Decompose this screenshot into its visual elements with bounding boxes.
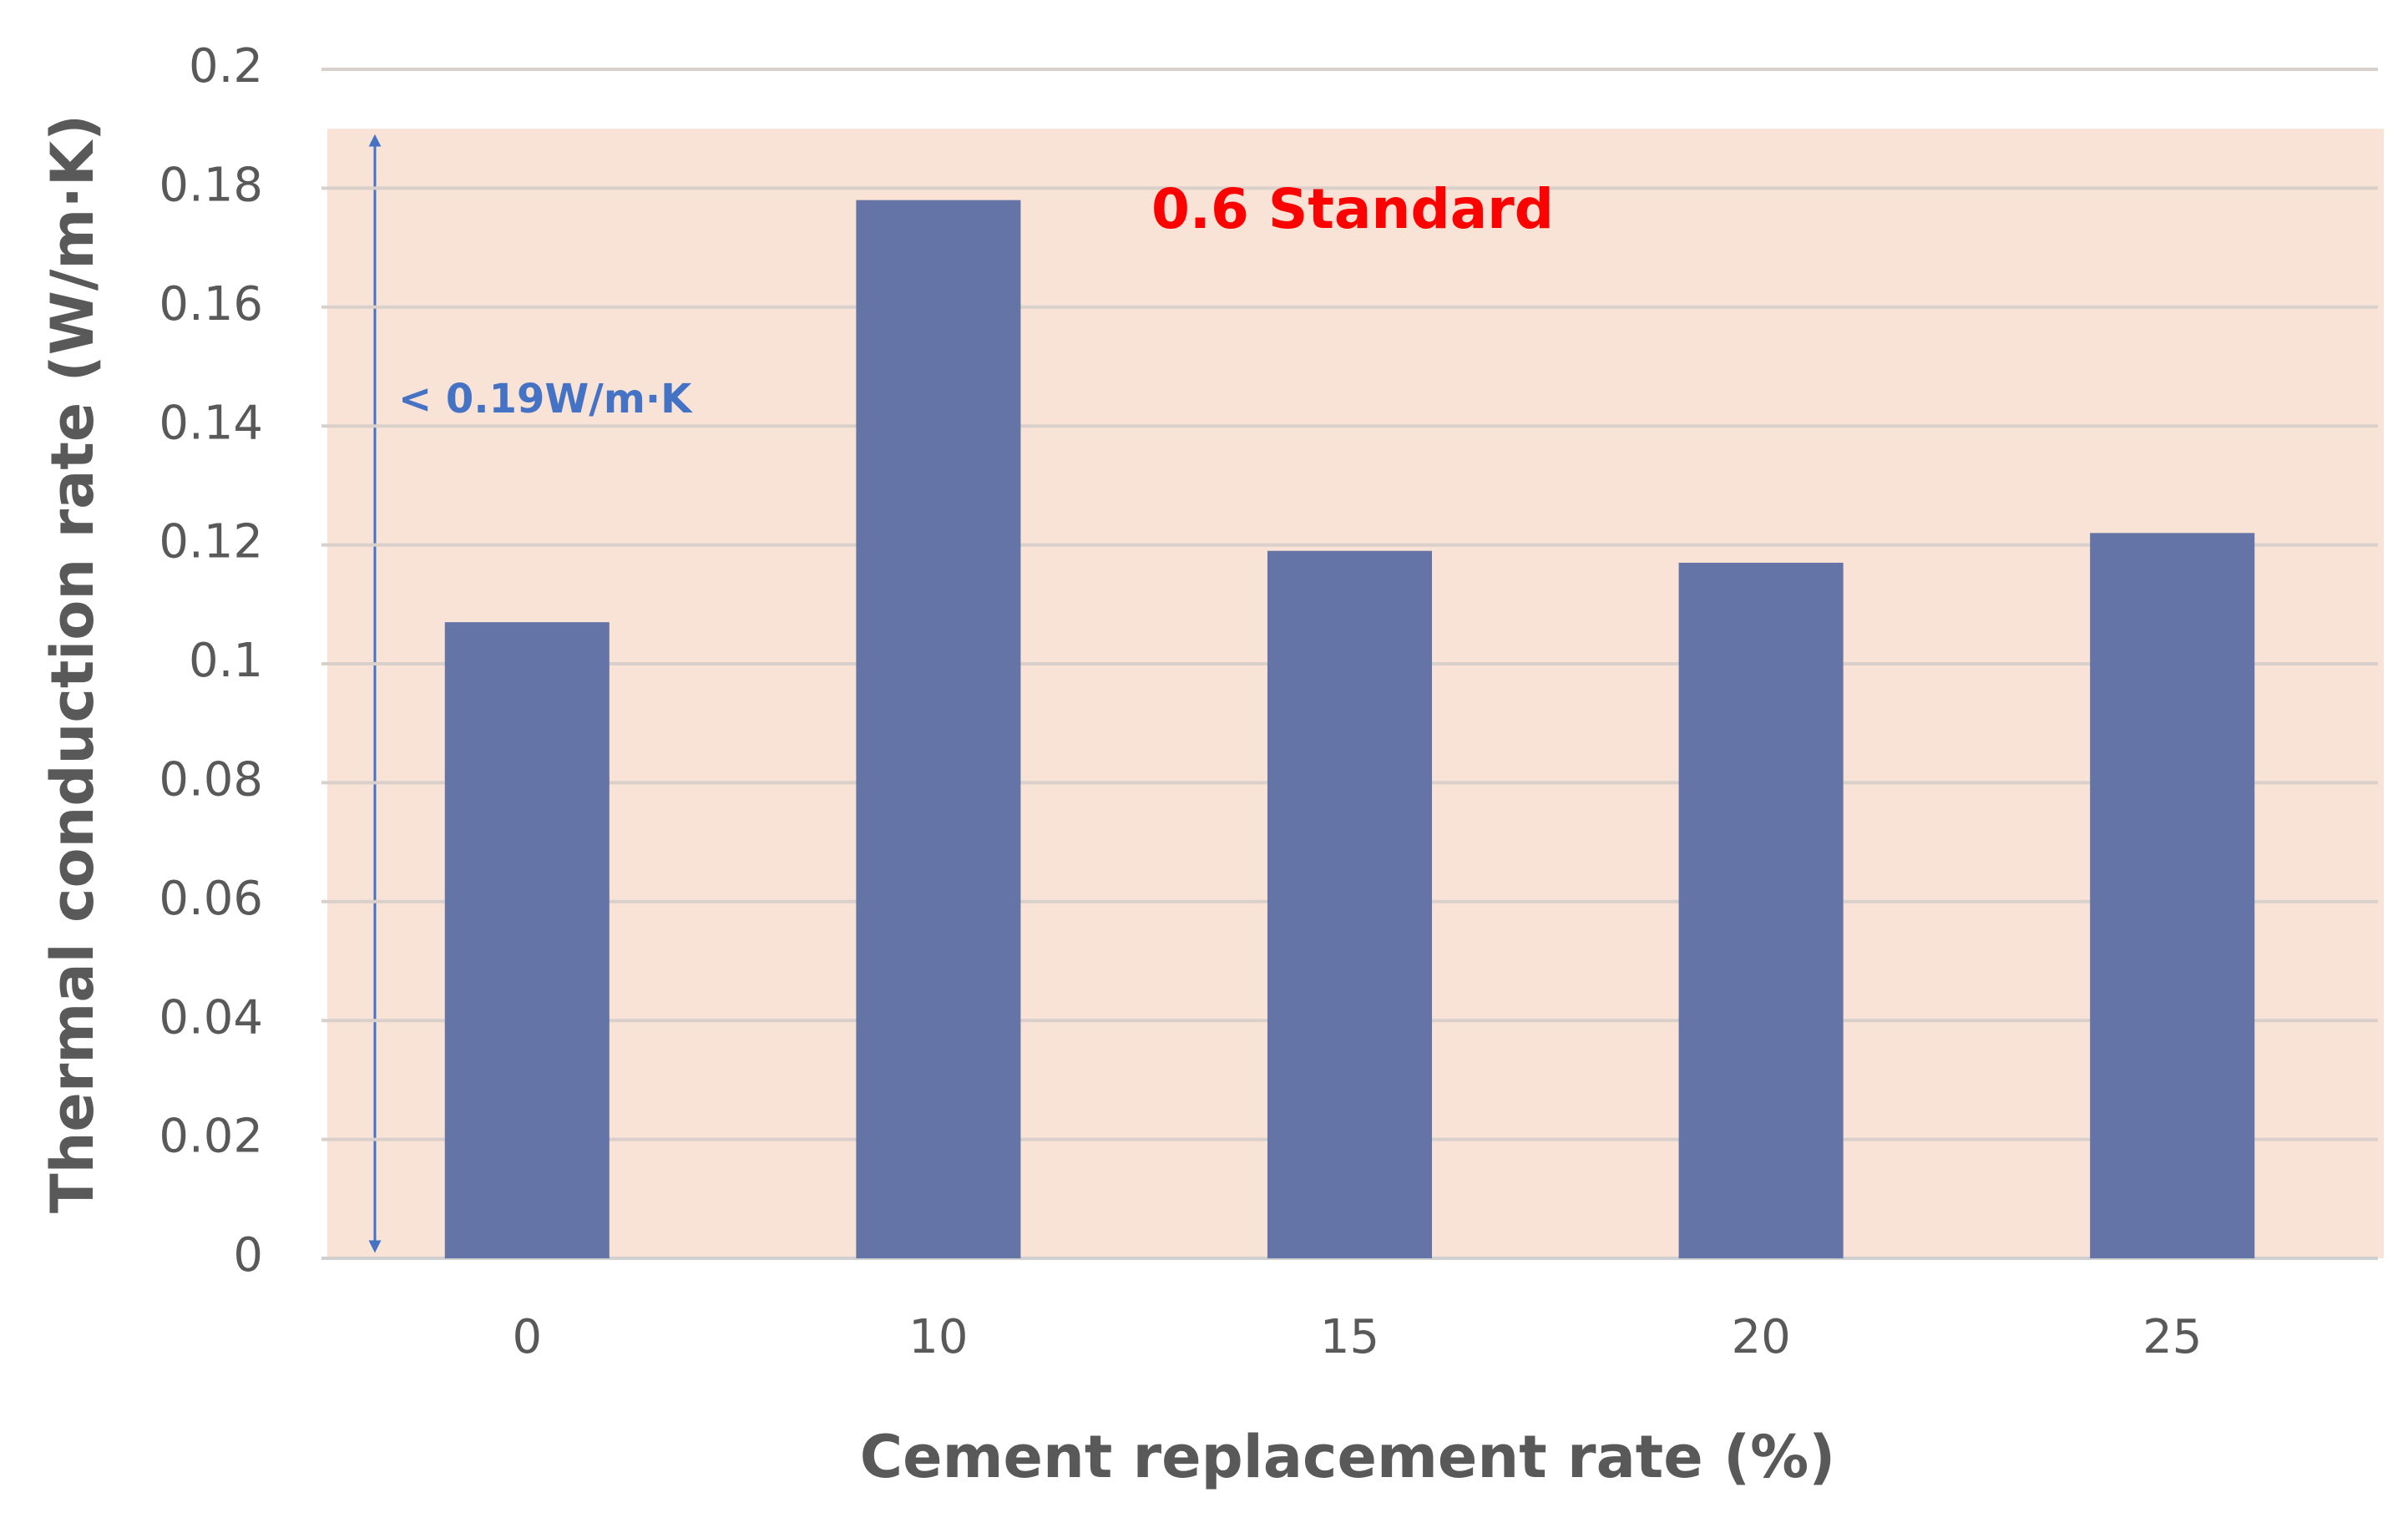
y-axis-title: Thermal conduction rate (W/m·K) (38, 114, 107, 1213)
y-tick-label: 0.18 (159, 159, 263, 213)
x-tick-label: 0 (512, 1310, 542, 1364)
x-tick-label: 10 (908, 1310, 968, 1364)
x-tick-label: 15 (1320, 1310, 1379, 1364)
annotation: 0.6 Standard (1151, 177, 1554, 241)
annotation: < 0.19W/m·K (398, 376, 693, 422)
y-tick-label: 0.16 (159, 277, 263, 331)
y-tick-label: 0.14 (159, 396, 263, 450)
bar (444, 622, 610, 1258)
x-tick-label: 25 (2142, 1310, 2202, 1364)
y-tick-label: 0 (233, 1228, 263, 1283)
x-axis-title: Cement replacement rate (%) (860, 1423, 1836, 1491)
bar (2090, 533, 2255, 1258)
bar (1267, 550, 1433, 1258)
y-tick-label: 0.12 (159, 515, 263, 569)
y-tick-label: 0.08 (159, 753, 263, 807)
y-tick-label: 0.2 (189, 39, 263, 94)
x-tick-label: 20 (1731, 1310, 1790, 1364)
bar (1678, 562, 1844, 1258)
y-tick-label: 0.02 (159, 1110, 263, 1164)
y-tick-label: 0.1 (189, 634, 263, 688)
bar (856, 200, 1021, 1258)
y-tick-label: 0.06 (159, 872, 263, 926)
y-tick-label: 0.04 (159, 990, 263, 1045)
